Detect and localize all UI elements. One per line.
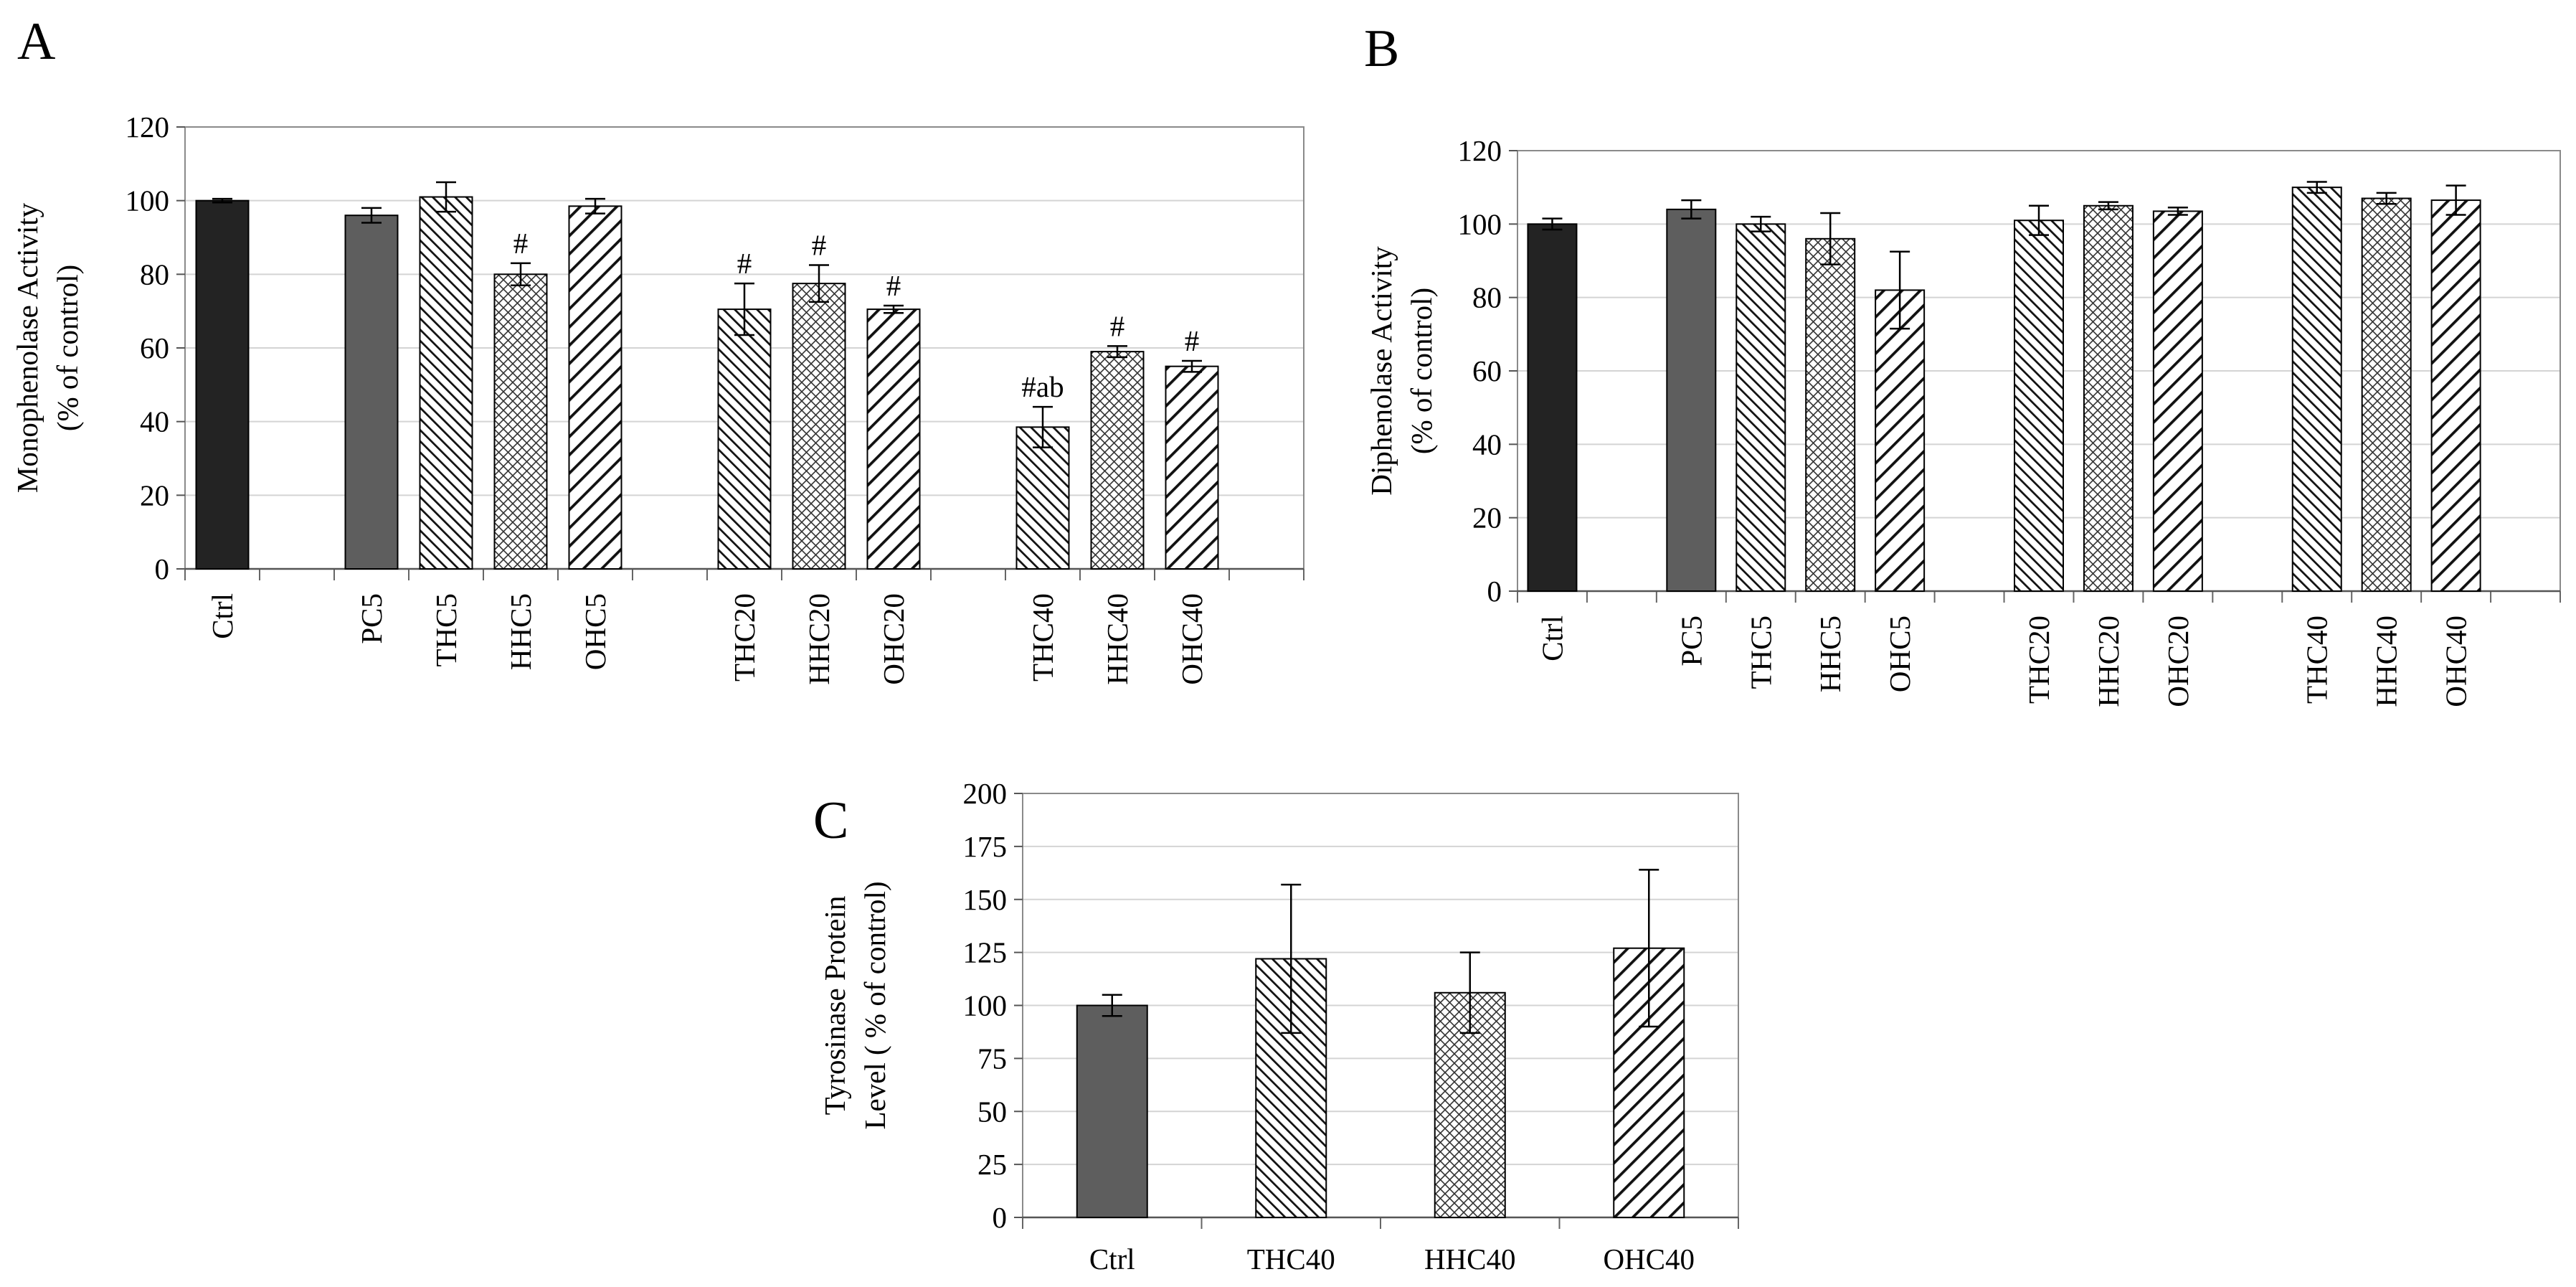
y-tick-label: 175 (963, 830, 1008, 863)
x-category-label: HHC40 (1424, 1243, 1516, 1276)
x-category-label: HHC5 (504, 593, 537, 670)
bar-hhc20 (2083, 204, 2134, 592)
y-tick-label: 40 (1472, 428, 1502, 461)
chart-panel-a: 0 20 40 60 80 100 120 Monophenolase Activity (% … (11, 110, 1304, 685)
y-tick-label: 25 (977, 1148, 1007, 1181)
x-category-label: THC40 (2301, 616, 2334, 704)
y-tick-label: 75 (977, 1042, 1007, 1075)
x-category-label: Ctrl (1535, 616, 1568, 661)
y-tick-label: 0 (993, 1201, 1008, 1234)
significance-label: # (886, 269, 901, 302)
y-tick-label: 100 (126, 184, 170, 217)
y-axis-title: Level ( % of control) (858, 881, 891, 1129)
x-category-label: HHC20 (2092, 616, 2125, 707)
bar-ohc20 (866, 308, 921, 570)
x-category-label: OHC40 (1603, 1243, 1695, 1276)
x-category-label: HHC20 (802, 593, 835, 685)
x-category-label: OHC40 (2440, 616, 2473, 707)
bar-pc5 (1666, 208, 1717, 593)
y-tick-label: 200 (963, 777, 1008, 810)
x-category-label: THC40 (1247, 1243, 1335, 1276)
bar-thc20 (717, 308, 772, 570)
x-category-label: OHC20 (2161, 616, 2194, 707)
bar-pc5 (344, 214, 399, 570)
bar-hhc20 (792, 283, 846, 570)
y-tick-label: 100 (963, 989, 1008, 1022)
y-tick-label: 150 (963, 883, 1008, 916)
bar-ohc5 (1875, 289, 1926, 592)
bar-ohc20 (2152, 210, 2203, 592)
x-category-label: THC5 (430, 593, 463, 667)
bar-hhc5 (1805, 237, 1856, 592)
chart-panel-b: 0 20 40 60 80 100 120 Diphenolase Activity (% of… (1365, 134, 2561, 707)
bar-thc40 (2291, 187, 2342, 592)
x-category-label: PC5 (355, 593, 388, 644)
y-tick-label: 120 (126, 110, 170, 143)
bar-ohc40 (1613, 947, 1685, 1218)
bar-hhc40 (1090, 351, 1145, 570)
y-axis-title: Tyrosinase Protein (818, 896, 851, 1116)
bar-thc5 (419, 196, 473, 570)
x-category-label: OHC5 (579, 593, 612, 670)
bar-ohc40 (2430, 199, 2481, 592)
y-axis-title: Diphenolase Activity (1365, 246, 1398, 496)
x-category-label: OHC40 (1175, 593, 1208, 685)
y-tick-label: 80 (140, 258, 169, 291)
bar-ctrl (1076, 1004, 1148, 1218)
y-tick-label: 0 (1487, 575, 1502, 608)
y-axis-title: (% of control) (1405, 288, 1438, 454)
x-category-label: THC40 (1026, 593, 1059, 682)
bar-hhc40 (2361, 197, 2412, 592)
bar-ctrl (195, 199, 250, 570)
x-category-label: Ctrl (1089, 1243, 1135, 1276)
y-axis-title: (% of control) (51, 265, 84, 431)
x-category-label: OHC5 (1883, 616, 1916, 692)
bar-thc20 (2014, 220, 2064, 592)
x-category-label: PC5 (1675, 616, 1708, 666)
bar-thc5 (1736, 223, 1786, 592)
y-tick-label: 120 (1458, 134, 1502, 167)
y-tick-label: 50 (977, 1095, 1007, 1128)
x-category-label: Ctrl (206, 593, 239, 639)
panel-label-a: A (17, 12, 55, 71)
bar-thc40 (1015, 426, 1070, 570)
y-tick-label: 0 (155, 552, 170, 585)
bar-ohc5 (568, 205, 622, 570)
y-tick-label: 80 (1472, 281, 1502, 314)
bar-hhc5 (493, 273, 548, 570)
x-category-label: HHC40 (1101, 593, 1134, 685)
x-category-label: HHC5 (1814, 616, 1847, 692)
y-axis-title: Monophenolase Activity (11, 202, 44, 493)
y-tick-label: 100 (1458, 207, 1502, 240)
panel-label-c: C (813, 791, 848, 850)
significance-label: # (737, 247, 752, 280)
x-category-label: HHC40 (2370, 616, 2403, 707)
y-tick-label: 60 (1472, 354, 1502, 387)
significance-label: # (1110, 309, 1125, 342)
chart-panel-c: 0 25 50 75 100 125 150 175 200 Tyrosinase Protein… (818, 777, 1739, 1276)
bar-ohc40 (1165, 365, 1219, 570)
x-category-label: THC20 (728, 593, 761, 682)
x-category-label: THC5 (1744, 616, 1777, 689)
panel-label-b: B (1364, 19, 1399, 78)
y-tick-label: 20 (1472, 501, 1502, 534)
bar-ctrl (1527, 223, 1578, 592)
significance-label: # (812, 229, 827, 262)
y-tick-label: 20 (140, 478, 169, 512)
y-tick-label: 40 (140, 405, 169, 438)
significance-label: # (513, 227, 529, 260)
significance-label: # (1185, 324, 1200, 357)
x-category-label: THC20 (2022, 616, 2055, 704)
significance-label: #ab (1021, 370, 1064, 403)
x-category-label: OHC20 (877, 593, 910, 685)
y-tick-label: 60 (140, 331, 169, 364)
y-tick-label: 125 (963, 936, 1008, 969)
